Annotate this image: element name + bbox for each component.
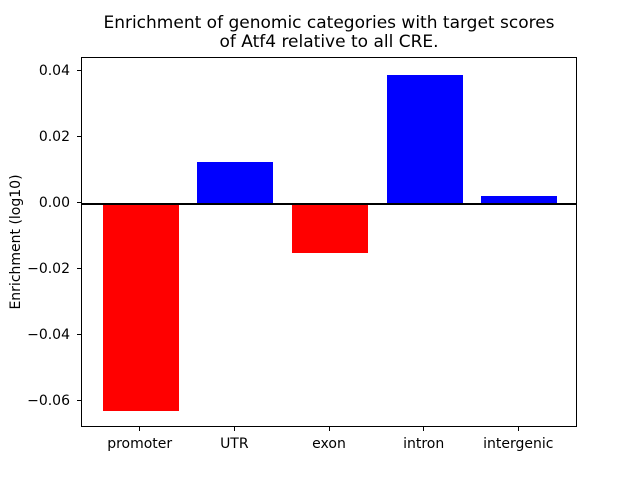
x-tick-label-promoter: promoter — [107, 436, 173, 452]
x-tick-label-UTR: UTR — [220, 436, 249, 452]
y-tick-mark — [77, 334, 81, 336]
zero-line — [82, 202, 576, 205]
y-tick-mark — [77, 268, 81, 270]
x-tick-label-intergenic: intergenic — [483, 436, 554, 452]
chart-title-line-1: Enrichment of genomic categories with ta… — [103, 13, 555, 33]
y-tick-label: −0.04 — [27, 326, 70, 343]
x-tick-label-intron: intron — [403, 436, 445, 452]
x-tick-mark — [517, 427, 519, 431]
plot-area — [81, 57, 577, 427]
y-tick-label: −0.02 — [27, 260, 70, 277]
x-tick-mark — [233, 427, 235, 431]
y-tick-label: 0.02 — [38, 128, 70, 145]
chart-title: Enrichment of genomic categories with ta… — [81, 14, 577, 52]
y-tick-mark — [77, 136, 81, 138]
bar-intron — [386, 74, 463, 204]
y-tick-mark — [77, 202, 81, 204]
chart-title-line-2: of Atf4 relative to all CRE. — [219, 32, 439, 52]
y-tick-label: 0.00 — [38, 194, 70, 211]
bar-promoter — [102, 203, 179, 411]
bar-exon — [292, 203, 368, 254]
y-tick-label: 0.04 — [38, 62, 70, 79]
x-tick-label-exon: exon — [312, 436, 346, 452]
y-tick-mark — [77, 400, 81, 402]
y-tick-label: −0.06 — [27, 392, 70, 409]
x-tick-mark — [328, 427, 330, 431]
y-tick-mark — [77, 70, 81, 72]
x-tick-mark — [423, 427, 425, 431]
bar-intergenic — [481, 196, 558, 204]
x-tick-mark — [139, 427, 141, 431]
bar-UTR — [197, 161, 274, 204]
